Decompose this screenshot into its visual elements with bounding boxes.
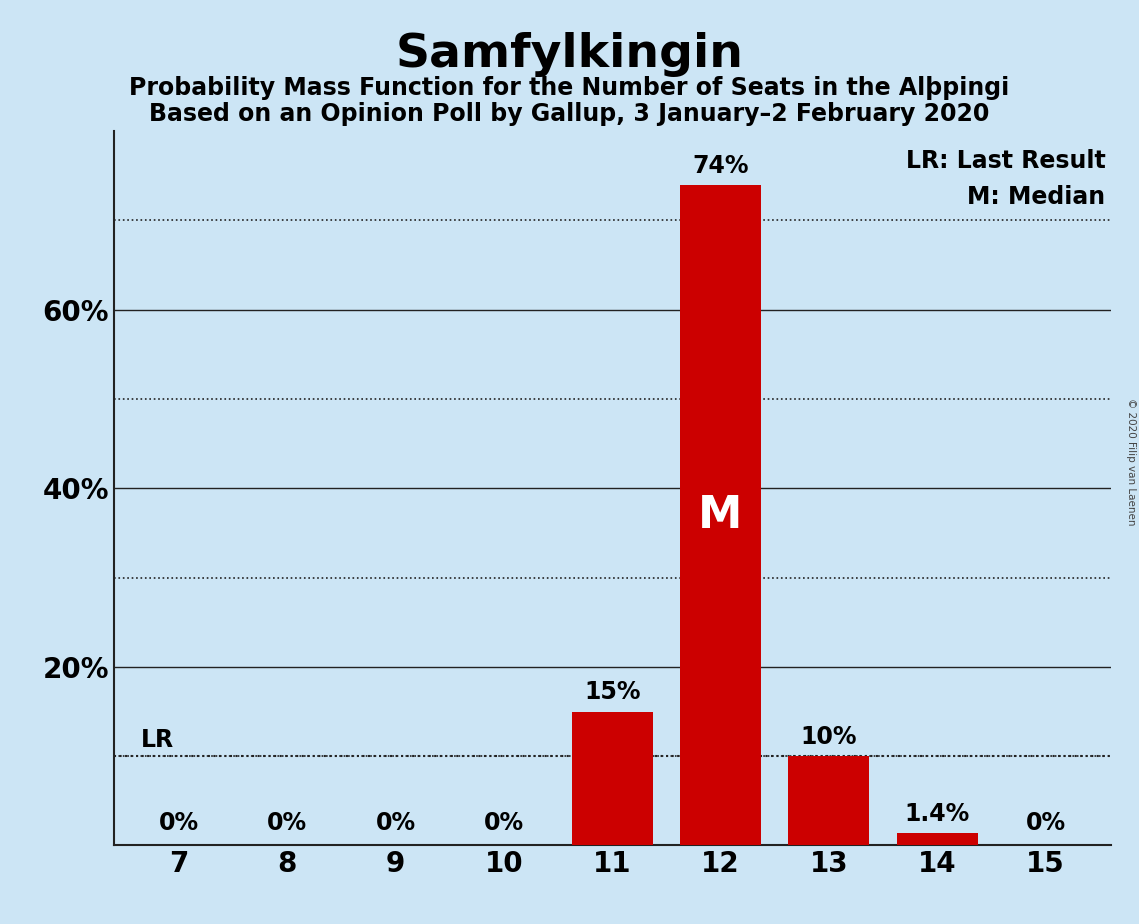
Text: Samfylkingin: Samfylkingin [395, 32, 744, 78]
Text: 0%: 0% [484, 810, 524, 834]
Text: Probability Mass Function for the Number of Seats in the Alþpingi: Probability Mass Function for the Number… [130, 76, 1009, 100]
Bar [788, 756, 869, 845]
Text: M: Median: M: Median [967, 185, 1106, 209]
Text: © 2020 Filip van Laenen: © 2020 Filip van Laenen [1126, 398, 1136, 526]
Text: 0%: 0% [158, 810, 199, 834]
Text: LR: Last Result: LR: Last Result [906, 149, 1106, 173]
Text: 0%: 0% [268, 810, 308, 834]
Bar [896, 833, 977, 845]
Text: 0%: 0% [376, 810, 416, 834]
Bar [572, 711, 653, 845]
Text: M: M [698, 493, 743, 537]
Text: 15%: 15% [584, 680, 640, 704]
Text: 10%: 10% [801, 725, 858, 749]
Text: 1.4%: 1.4% [904, 802, 969, 826]
Text: LR: LR [141, 728, 174, 752]
Bar [680, 185, 761, 845]
Text: 74%: 74% [693, 153, 748, 177]
Text: Based on an Opinion Poll by Gallup, 3 January–2 February 2020: Based on an Opinion Poll by Gallup, 3 Ja… [149, 102, 990, 126]
Text: 0%: 0% [1025, 810, 1066, 834]
